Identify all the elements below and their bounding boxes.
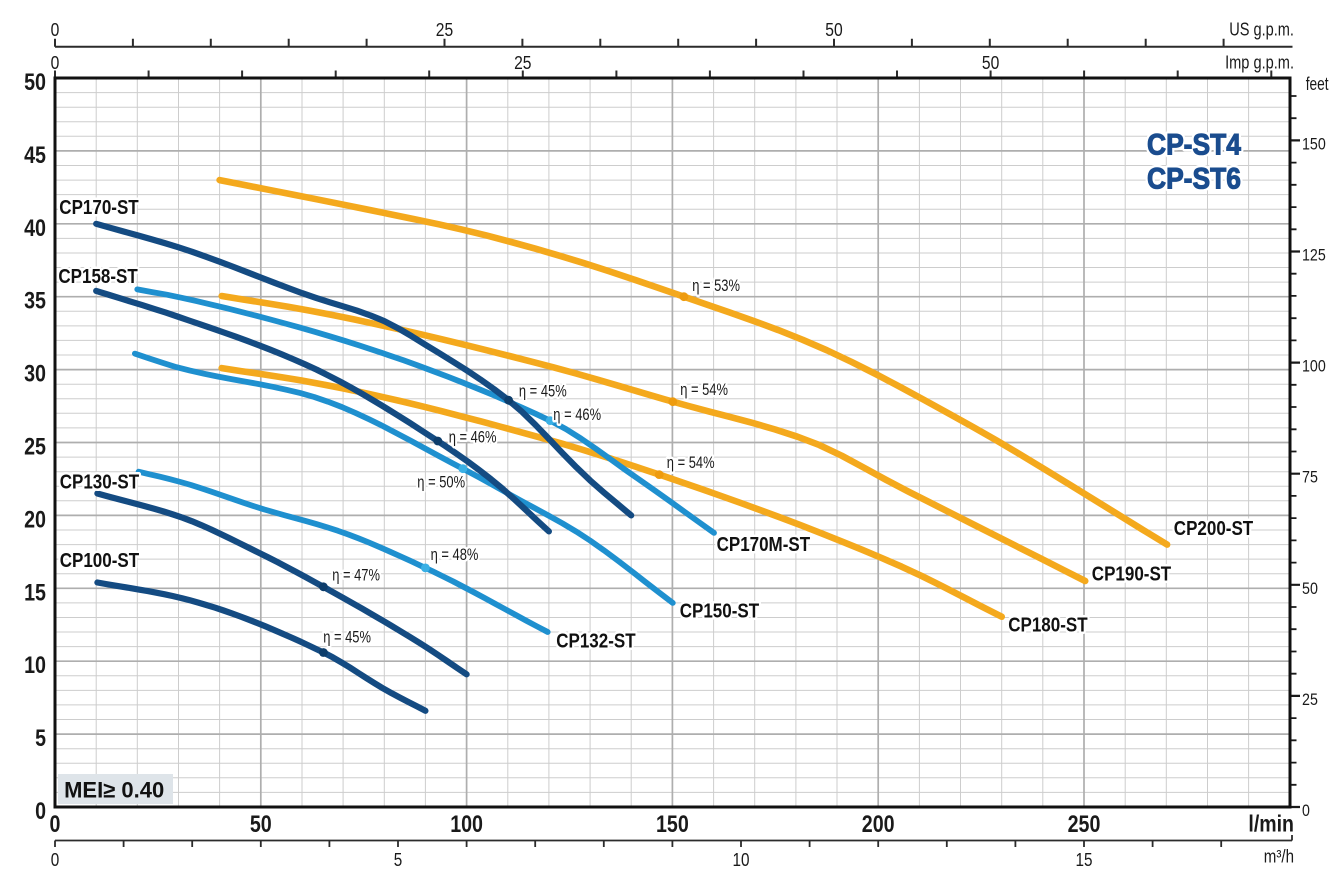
svg-text:10: 10 — [24, 652, 46, 679]
svg-text:0: 0 — [1302, 801, 1310, 820]
svg-text:CP-ST4: CP-ST4 — [1147, 129, 1241, 162]
svg-text:CP180-ST: CP180-ST — [1008, 615, 1087, 637]
svg-text:15: 15 — [24, 579, 46, 606]
svg-text:CP-ST6: CP-ST6 — [1147, 162, 1241, 195]
svg-text:0: 0 — [51, 53, 60, 73]
svg-text:US g.p.m.: US g.p.m. — [1229, 19, 1294, 39]
svg-text:75: 75 — [1302, 468, 1318, 487]
svg-text:25: 25 — [1302, 690, 1318, 709]
svg-text:CP190-ST: CP190-ST — [1092, 564, 1171, 586]
svg-text:0: 0 — [51, 20, 60, 40]
svg-text:10: 10 — [733, 850, 750, 870]
svg-text:CP130-ST: CP130-ST — [60, 471, 139, 493]
svg-text:15: 15 — [1076, 850, 1093, 870]
svg-text:45: 45 — [24, 142, 46, 169]
svg-text:Imp g.p.m.: Imp g.p.m. — [1225, 52, 1294, 72]
svg-text:200: 200 — [862, 811, 895, 838]
svg-text:η = 50%: η = 50% — [417, 472, 465, 491]
svg-text:η = 45%: η = 45% — [519, 381, 567, 400]
svg-text:η = 46%: η = 46% — [449, 428, 497, 447]
svg-text:5: 5 — [35, 725, 46, 752]
svg-text:50: 50 — [982, 53, 999, 73]
svg-text:25: 25 — [514, 53, 531, 73]
svg-text:5: 5 — [394, 850, 403, 870]
svg-text:η = 53%: η = 53% — [692, 276, 740, 295]
svg-text:100: 100 — [1302, 357, 1326, 376]
svg-text:50: 50 — [1302, 579, 1318, 598]
svg-text:0: 0 — [50, 811, 61, 838]
svg-text:η = 47%: η = 47% — [332, 566, 380, 585]
svg-text:250: 250 — [1068, 811, 1101, 838]
svg-text:35: 35 — [24, 288, 46, 315]
svg-text:50: 50 — [250, 811, 272, 838]
svg-text:40: 40 — [24, 215, 46, 242]
svg-text:η = 45%: η = 45% — [323, 628, 371, 647]
svg-text:m³/h: m³/h — [1264, 846, 1294, 866]
svg-text:20: 20 — [24, 506, 46, 533]
svg-text:CP-ST6: CP-ST6 — [1147, 162, 1241, 195]
svg-text:50: 50 — [825, 20, 842, 40]
svg-text:0: 0 — [51, 850, 60, 870]
svg-text:CP158-ST: CP158-ST — [58, 266, 137, 288]
svg-text:CP170M-ST: CP170M-ST — [717, 534, 811, 556]
svg-text:0: 0 — [35, 798, 46, 825]
svg-text:CP-ST4: CP-ST4 — [1147, 129, 1241, 162]
svg-text:l/min: l/min — [1248, 810, 1294, 836]
svg-text:150: 150 — [1302, 134, 1326, 153]
svg-text:25: 25 — [24, 434, 46, 461]
svg-text:CP200-ST: CP200-ST — [1174, 518, 1253, 540]
svg-text:CP100-ST: CP100-ST — [60, 550, 139, 572]
svg-text:CP150-ST: CP150-ST — [680, 601, 759, 623]
svg-text:125: 125 — [1302, 246, 1326, 265]
svg-text:feet: feet — [1306, 74, 1329, 94]
svg-text:CP170-ST: CP170-ST — [59, 197, 138, 219]
svg-text:50: 50 — [24, 69, 46, 96]
svg-text:η = 48%: η = 48% — [431, 545, 479, 564]
svg-text:100: 100 — [450, 811, 483, 838]
svg-text:30: 30 — [24, 361, 46, 388]
svg-text:η = 54%: η = 54% — [680, 380, 728, 399]
svg-text:25: 25 — [436, 20, 453, 40]
svg-text:η = 46%: η = 46% — [553, 405, 601, 424]
svg-text:η = 54%: η = 54% — [667, 453, 715, 472]
svg-text:150: 150 — [656, 811, 689, 838]
svg-text:CP132-ST: CP132-ST — [556, 630, 635, 652]
svg-text:MEI≥ 0.40: MEI≥ 0.40 — [64, 778, 164, 803]
